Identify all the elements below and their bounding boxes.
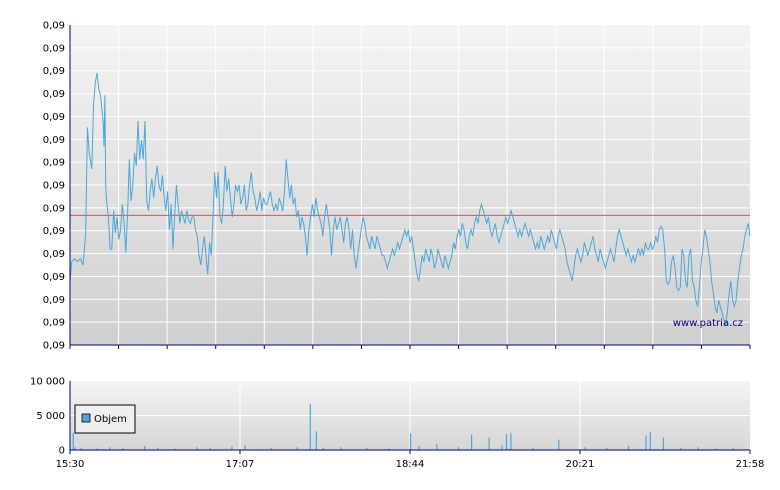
volume-bar: [488, 437, 490, 450]
price-y-tick-label: 0,09: [43, 89, 65, 100]
volume-bar: [645, 435, 647, 450]
volume-y-tick-label: 5 000: [36, 411, 65, 422]
x-tick-label: 21:58: [736, 459, 765, 470]
volume-bar: [322, 447, 324, 450]
volume-bar: [296, 447, 298, 450]
volume-bar: [732, 447, 734, 450]
volume-bar: [157, 447, 159, 450]
volume-bar: [144, 445, 146, 450]
volume-bar: [315, 431, 317, 450]
volume-bar: [558, 439, 560, 450]
price-y-tick-label: 0,09: [43, 66, 65, 77]
volume-bar: [109, 447, 111, 450]
price-y-tick-label: 0,09: [43, 249, 65, 260]
volume-bars: [72, 403, 734, 451]
price-y-tick-label: 0,09: [43, 112, 65, 123]
volume-bar: [627, 445, 630, 450]
x-tick-label: 15:30: [56, 459, 85, 470]
volume-bar: [505, 434, 508, 450]
price-y-tick-label: 0,09: [43, 295, 65, 306]
volume-bar: [270, 447, 272, 450]
volume-bar: [174, 448, 176, 450]
volume-bar: [584, 447, 586, 450]
volume-bar: [72, 432, 74, 451]
watermark-text: www.patria.cz: [673, 318, 743, 329]
price-panel: 0,09 0,09 0,09 0,09 0,09 0,09 0,09 0,09 0,09 0,09…: [43, 21, 751, 352]
volume-bar: [649, 432, 651, 450]
volume-bar: [366, 447, 368, 450]
price-y-tick-label: 0,09: [43, 203, 65, 214]
legend-label: Objem: [94, 414, 127, 425]
volume-bar: [74, 447, 76, 450]
volume-bar: [410, 433, 412, 450]
volume-bar: [510, 433, 512, 450]
volume-bar: [96, 448, 98, 450]
price-series-line: [69, 72, 751, 326]
volume-bar: [680, 447, 682, 450]
price-y-tick-label: 0,09: [43, 226, 65, 237]
volume-bar: [340, 447, 342, 450]
volume-bar: [457, 447, 460, 450]
volume-bar: [471, 434, 473, 450]
volume-y-axis-labels: 10 000 5 000 0: [30, 377, 65, 457]
price-grid: [70, 25, 750, 345]
volume-bar: [501, 445, 503, 450]
volume-bar: [244, 445, 246, 450]
volume-bar: [80, 447, 82, 450]
volume-bar: [436, 443, 438, 450]
price-y-tick-label: 0,09: [43, 318, 65, 329]
price-y-tick-label: 0,09: [43, 181, 65, 192]
price-y-tick-label: 0,09: [43, 43, 65, 54]
volume-panel: 10 000 5 000 0 15:30 17:07 18:44 20:21 21:58 O…: [30, 377, 764, 471]
volume-bar: [196, 447, 198, 450]
volume-legend: Objem: [74, 404, 136, 434]
price-y-tick-label: 0,09: [43, 158, 65, 169]
volume-y-tick-label: 10 000: [30, 377, 65, 388]
price-y-tick-label: 0,09: [43, 21, 65, 32]
price-y-tick-label: 0,09: [43, 135, 65, 146]
volume-bar: [209, 447, 211, 450]
volume-bar: [715, 448, 717, 450]
price-y-tick-label: 0,09: [43, 341, 65, 352]
volume-bar: [532, 447, 534, 450]
volume-bar: [662, 437, 664, 450]
price-y-tick-label: 0,09: [43, 272, 65, 283]
volume-bar: [309, 403, 311, 450]
volume-bar: [606, 447, 608, 450]
volume-y-tick-label: 0: [59, 446, 65, 457]
volume-bar: [388, 448, 390, 450]
volume-bar: [122, 448, 124, 450]
legend-swatch: [81, 413, 91, 423]
volume-bar: [418, 445, 420, 450]
volume-x-axis-labels: 15:30 17:07 18:44 20:21 21:58: [56, 450, 765, 470]
x-tick-label: 17:07: [226, 459, 255, 470]
volume-bar: [231, 446, 233, 451]
price-x-axis-ticks: [69, 345, 751, 349]
x-tick-label: 18:44: [396, 459, 425, 470]
x-tick-label: 20:21: [566, 459, 595, 470]
price-y-axis-labels: 0,09 0,09 0,09 0,09 0,09 0,09 0,09 0,09 0,09 0,09…: [43, 21, 65, 352]
volume-bar: [697, 447, 699, 450]
